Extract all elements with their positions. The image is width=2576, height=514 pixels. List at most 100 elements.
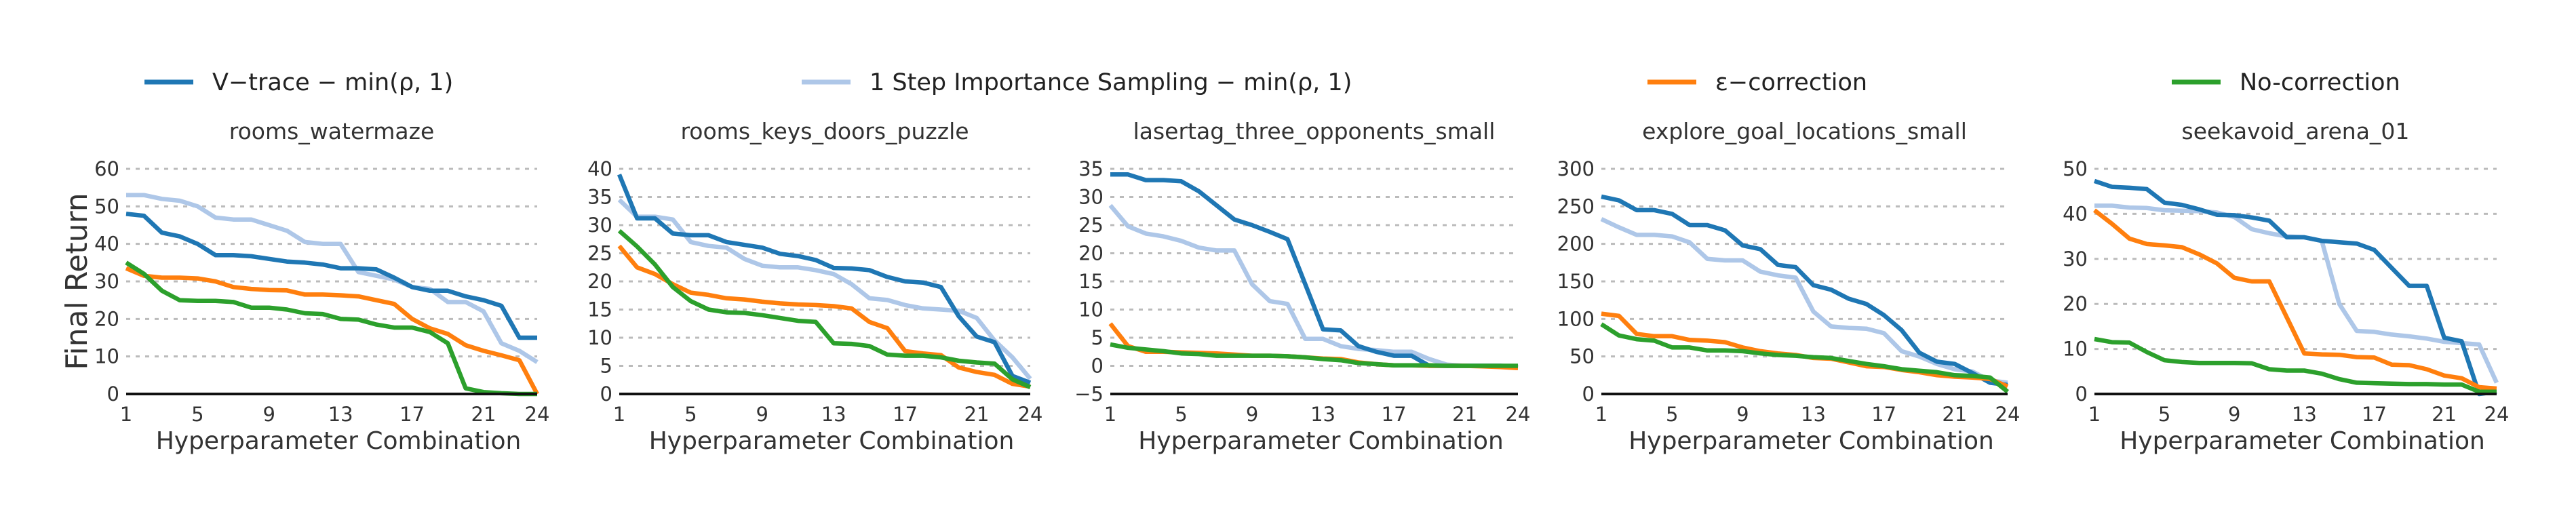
no-correction-line xyxy=(1110,342,1518,368)
x-tick-label: 24 xyxy=(2484,403,2510,426)
panel-title: seekavoid_arena_01 xyxy=(2182,118,2410,144)
y-tick-label: 30 xyxy=(94,270,119,293)
x-tick-label: 17 xyxy=(1871,403,1896,426)
y-tick-label: 50 xyxy=(94,195,119,218)
epsilon-correction-line xyxy=(2093,208,2497,391)
x-tick-label: 17 xyxy=(2362,403,2387,426)
y-tick-label: 0 xyxy=(1091,355,1104,378)
y-tick-label: 300 xyxy=(1557,157,1595,180)
x-tick-label: 24 xyxy=(1018,403,1043,426)
x-axis-label: Hyperparameter Combination xyxy=(649,427,1015,455)
x-tick-label: 1 xyxy=(2088,403,2101,426)
no-correction-line xyxy=(2094,336,2497,394)
vtrace-line xyxy=(1601,194,2008,387)
x-tick-label: 13 xyxy=(1801,403,1826,426)
x-axis-label: Hyperparameter Combination xyxy=(2120,427,2485,455)
epsilon-correction-line xyxy=(617,244,1031,389)
x-tick-label: 13 xyxy=(821,403,846,426)
x-tick-label: 13 xyxy=(2292,403,2317,426)
x-tick-label: 9 xyxy=(263,403,275,426)
x-tick-label: 9 xyxy=(1246,403,1258,426)
panel-title: rooms_keys_doors_puzzle xyxy=(680,118,969,144)
y-tick-label: 30 xyxy=(587,214,612,237)
x-tick-label: 1 xyxy=(1104,403,1116,426)
panel: rooms_watermaze 0 10 20 30 40 50 60 1 5 9 13 17 21 24H… xyxy=(94,118,549,455)
y-tick-label: 30 xyxy=(1078,186,1104,209)
legend: V−trace − min(ρ, 1) 1 Step Importance Sam… xyxy=(144,69,2400,96)
x-tick-label: 21 xyxy=(1452,403,1477,426)
x-tick-label: 17 xyxy=(399,403,425,426)
x-tick-label: 1 xyxy=(613,403,625,426)
y-axis-label: Final Return xyxy=(60,193,94,370)
y-tick-label: 35 xyxy=(587,186,612,209)
panel-title: lasertag_three_opponents_small xyxy=(1133,118,1496,144)
y-tick-label: 200 xyxy=(1557,233,1595,256)
no-correction-line xyxy=(617,229,1032,389)
x-axis-label: Hyperparameter Combination xyxy=(1138,427,1504,455)
x-tick-label: 5 xyxy=(684,403,697,426)
x-tick-label: 5 xyxy=(1175,403,1187,426)
legend-label: ε−correction xyxy=(1715,69,1867,96)
y-tick-label: 0 xyxy=(2075,382,2088,406)
y-tick-label: 50 xyxy=(2063,157,2088,180)
panel: rooms_keys_doors_puzzle05101520253035401… xyxy=(587,118,1042,455)
panel-title: explore_goal_locations_small xyxy=(1642,118,1967,144)
y-tick-label: −5 xyxy=(1074,382,1104,406)
x-tick-label: 21 xyxy=(2432,403,2457,426)
x-tick-label: 9 xyxy=(1736,403,1749,426)
panel: lasertag_three_opponents_small−505101520… xyxy=(1074,118,1530,455)
one-step-is-line xyxy=(126,193,539,364)
y-tick-label: 0 xyxy=(107,382,119,406)
x-tick-label: 5 xyxy=(2158,403,2170,426)
no-correction-line xyxy=(1600,322,2010,394)
y-tick-label: 20 xyxy=(2063,292,2088,315)
panel-title: rooms_watermaze xyxy=(229,118,435,144)
one-step-is-line xyxy=(617,198,1032,380)
y-tick-label: 5 xyxy=(600,355,612,378)
x-tick-label: 1 xyxy=(1595,403,1607,426)
x-tick-label: 21 xyxy=(964,403,990,426)
y-tick-label: 10 xyxy=(94,345,119,368)
legend-label: No-correction xyxy=(2240,69,2400,96)
x-tick-label: 9 xyxy=(2228,403,2240,426)
x-tick-label: 24 xyxy=(1995,403,2021,426)
one-step-is-line xyxy=(1600,217,2008,385)
x-axis-label: Hyperparameter Combination xyxy=(156,427,522,455)
y-tick-label: 5 xyxy=(1091,326,1104,349)
x-tick-label: 17 xyxy=(893,403,918,426)
y-tick-label: 25 xyxy=(1078,214,1104,237)
y-tick-label: 25 xyxy=(587,242,612,265)
epsilon-correction-line xyxy=(125,266,539,395)
x-tick-label: 9 xyxy=(756,403,768,426)
y-tick-label: 0 xyxy=(600,382,612,406)
no-correction-line xyxy=(125,260,537,397)
legend-label: V−trace − min(ρ, 1) xyxy=(212,69,453,96)
x-tick-label: 5 xyxy=(191,403,203,426)
y-tick-label: 15 xyxy=(587,298,612,321)
y-tick-label: 30 xyxy=(2063,248,2088,271)
x-tick-label: 17 xyxy=(1382,403,1407,426)
y-tick-label: 250 xyxy=(1557,195,1595,218)
vtrace-line xyxy=(2093,178,2497,397)
one-step-is-line xyxy=(1108,203,1519,369)
x-tick-label: 24 xyxy=(525,403,550,426)
y-tick-label: 10 xyxy=(2063,338,2088,361)
vtrace-line xyxy=(617,174,1032,385)
y-tick-label: 100 xyxy=(1557,307,1595,330)
vtrace-line xyxy=(125,212,537,340)
x-tick-label: 13 xyxy=(328,403,353,426)
x-tick-label: 21 xyxy=(471,403,496,426)
x-tick-label: 24 xyxy=(1506,403,1531,426)
y-tick-label: 20 xyxy=(94,307,119,330)
y-tick-label: 10 xyxy=(587,326,612,349)
x-tick-label: 5 xyxy=(1666,403,1678,426)
y-tick-label: 35 xyxy=(1078,157,1104,180)
y-tick-label: 40 xyxy=(587,157,612,180)
y-tick-label: 50 xyxy=(1569,345,1595,368)
epsilon-correction-line xyxy=(1108,322,1519,371)
x-tick-label: 1 xyxy=(120,403,132,426)
legend-label: 1 Step Importance Sampling − min(ρ, 1) xyxy=(870,69,1352,96)
y-tick-label: 40 xyxy=(94,233,119,256)
y-tick-label: 20 xyxy=(587,270,612,293)
